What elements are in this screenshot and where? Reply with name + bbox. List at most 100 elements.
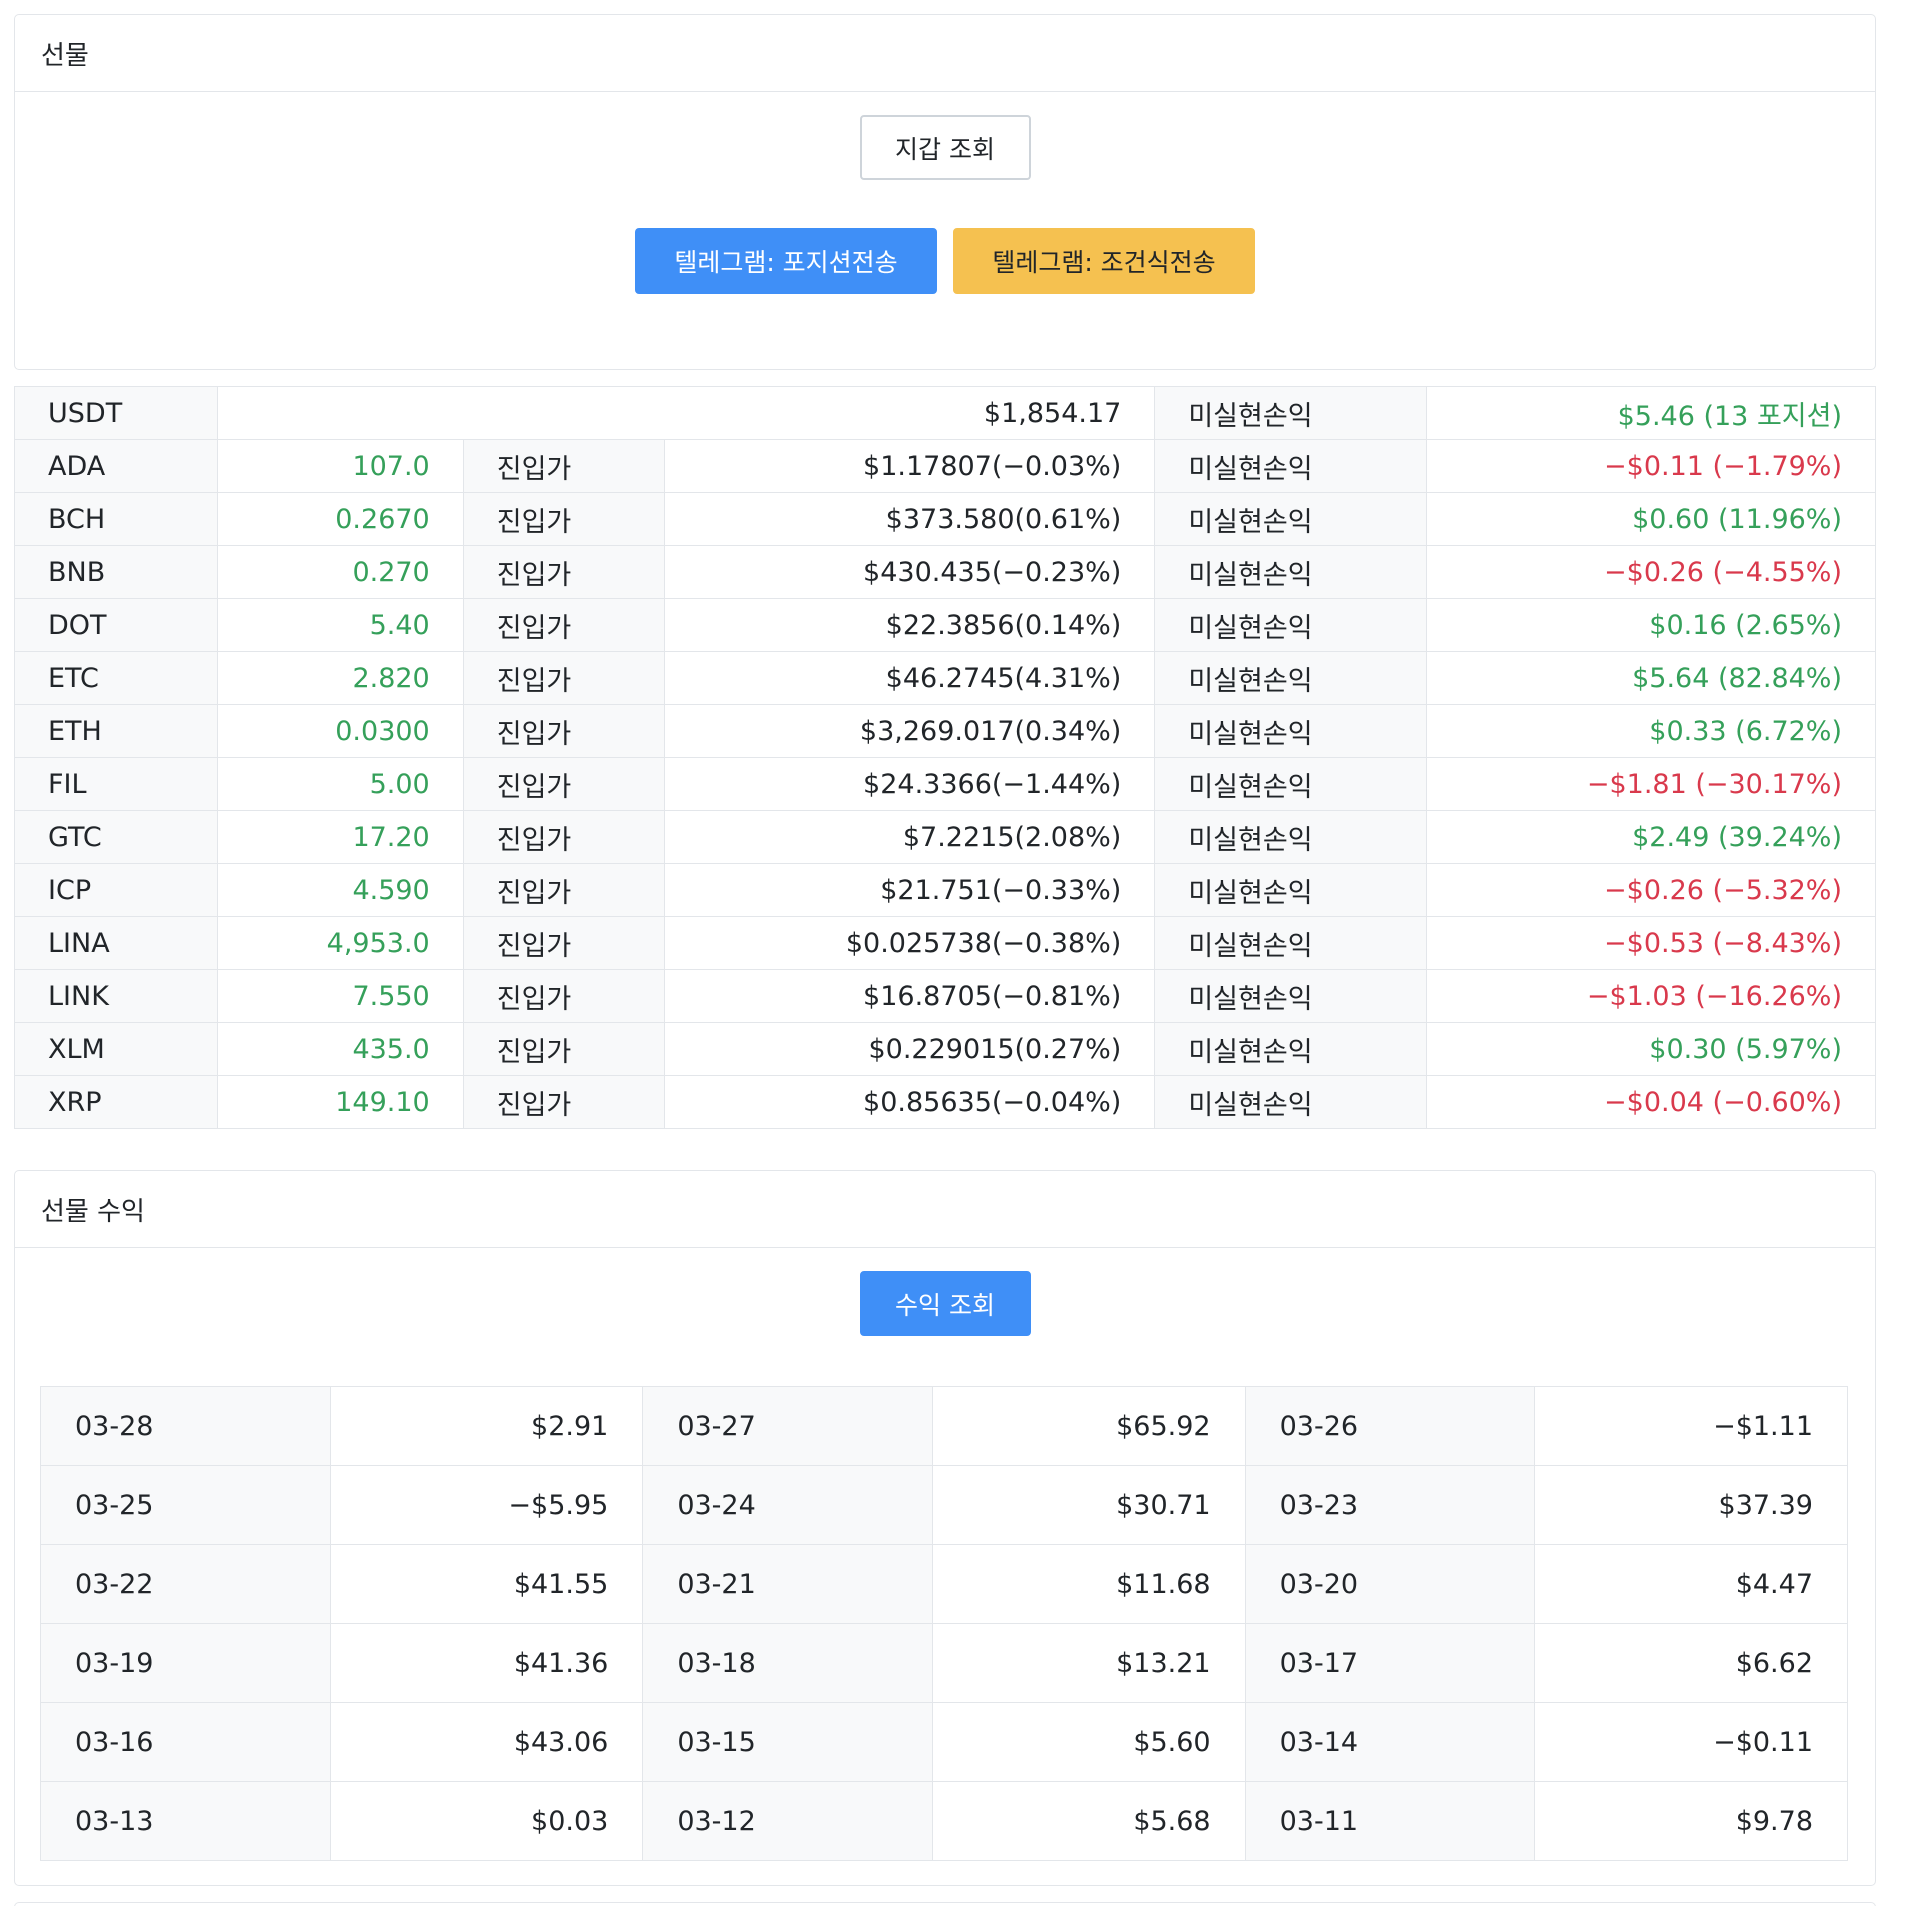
entry-price-label: 진입가: [462, 969, 665, 1023]
profit-date: 03-20: [1244, 1544, 1536, 1624]
profit-date: 03-28: [40, 1386, 331, 1466]
futures-card: 선물 지갑 조회 텔레그램: 포지션전송 텔레그램: 조건식전송: [14, 14, 1876, 370]
unrealized-pnl: −$0.11 (−1.79%): [1426, 439, 1876, 493]
entry-price: $7.2215(2.08%): [663, 810, 1156, 864]
entry-price: $0.025738(−0.38%): [663, 916, 1156, 970]
profit-value: $5.60: [931, 1702, 1246, 1782]
position-row: BNB 0.270 진입가 $430.435(−0.23%) 미실현손익 −$0.26 (…: [14, 545, 1876, 599]
unrealized-pnl-label: 미실현손익: [1154, 1022, 1428, 1076]
position-row: FIL 5.00 진입가 $24.3366(−1.44%) 미실현손익 −$1.81 (−…: [14, 757, 1876, 811]
entry-price-label: 진입가: [462, 916, 665, 970]
position-quantity: 5.40: [216, 598, 464, 652]
profit-value: $41.36: [329, 1623, 644, 1703]
entry-price: $16.8705(−0.81%): [663, 969, 1156, 1023]
profit-date: 03-18: [642, 1623, 933, 1703]
unrealized-pnl: −$0.04 (−0.60%): [1426, 1075, 1876, 1129]
position-symbol: ETH: [14, 704, 218, 758]
position-row: LINK 7.550 진입가 $16.8705(−0.81%) 미실현손익 −$1.03 …: [14, 969, 1876, 1023]
position-quantity: 149.10: [216, 1075, 464, 1129]
position-symbol: DOT: [14, 598, 218, 652]
profit-value: $11.68: [931, 1544, 1246, 1624]
profit-date: 03-19: [40, 1623, 331, 1703]
profit-date: 03-14: [1244, 1702, 1536, 1782]
total-pnl-label: 미실현손익: [1154, 386, 1428, 440]
profit-value: $6.62: [1534, 1623, 1848, 1703]
profit-date: 03-27: [642, 1386, 933, 1466]
unrealized-pnl-label: 미실현손익: [1154, 439, 1428, 493]
position-symbol: XRP: [14, 1075, 218, 1129]
daily-profit-row: 03-16 $43.06 03-15 $5.60 03-14 −$0.11: [40, 1702, 1848, 1782]
profit-value: $0.03: [329, 1781, 644, 1861]
unrealized-pnl-label: 미실현손익: [1154, 916, 1428, 970]
position-symbol: FIL: [14, 757, 218, 811]
position-row: DOT 5.40 진입가 $22.3856(0.14%) 미실현손익 $0.16 (2.6…: [14, 598, 1876, 652]
telegram-send-conditions-button[interactable]: 텔레그램: 조건식전송: [953, 228, 1255, 294]
entry-price: $46.2745(4.31%): [663, 651, 1156, 705]
profit-date: 03-25: [40, 1465, 331, 1545]
next-card: [14, 1902, 1876, 1906]
position-row: LINA 4,953.0 진입가 $0.025738(−0.38%) 미실현손익 −$0.…: [14, 916, 1876, 970]
unrealized-pnl-label: 미실현손익: [1154, 545, 1428, 599]
position-symbol: LINA: [14, 916, 218, 970]
profit-date: 03-11: [1244, 1781, 1536, 1861]
profit-date: 03-26: [1244, 1386, 1536, 1466]
profit-date: 03-21: [642, 1544, 933, 1624]
wallet-query-button[interactable]: 지갑 조회: [859, 115, 1031, 180]
unrealized-pnl-label: 미실현손익: [1154, 704, 1428, 758]
entry-price: $0.229015(0.27%): [663, 1022, 1156, 1076]
position-quantity: 5.00: [216, 757, 464, 811]
entry-price: $3,269.017(0.34%): [663, 704, 1156, 758]
unrealized-pnl-label: 미실현손익: [1154, 969, 1428, 1023]
entry-price: $21.751(−0.33%): [663, 863, 1156, 917]
position-quantity: 17.20: [216, 810, 464, 864]
profit-query-button[interactable]: 수익 조회: [859, 1271, 1031, 1336]
entry-price-label: 진입가: [462, 757, 665, 811]
entry-price: $373.580(0.61%): [663, 492, 1156, 546]
entry-price-label: 진입가: [462, 545, 665, 599]
unrealized-pnl-label: 미실현손익: [1154, 863, 1428, 917]
profit-date: 03-22: [40, 1544, 331, 1624]
entry-price: $1.17807(−0.03%): [663, 439, 1156, 493]
position-quantity: 107.0: [216, 439, 464, 493]
unrealized-pnl: −$1.81 (−30.17%): [1426, 757, 1876, 811]
daily-profit-row: 03-19 $41.36 03-18 $13.21 03-17 $6.62: [40, 1623, 1848, 1703]
daily-profit-row: 03-25 −$5.95 03-24 $30.71 03-23 $37.39: [40, 1465, 1848, 1545]
profit-date: 03-24: [642, 1465, 933, 1545]
entry-price: $430.435(−0.23%): [663, 545, 1156, 599]
entry-price-label: 진입가: [462, 598, 665, 652]
telegram-send-positions-button[interactable]: 텔레그램: 포지션전송: [635, 228, 937, 294]
position-row: ICP 4.590 진입가 $21.751(−0.33%) 미실현손익 −$0.26 (−…: [14, 863, 1876, 917]
profit-date: 03-12: [642, 1781, 933, 1861]
unrealized-pnl: −$0.26 (−5.32%): [1426, 863, 1876, 917]
position-row: GTC 17.20 진입가 $7.2215(2.08%) 미실현손익 $2.49 (39.…: [14, 810, 1876, 864]
position-symbol: ETC: [14, 651, 218, 705]
position-symbol: ICP: [14, 863, 218, 917]
daily-profit-row: 03-22 $41.55 03-21 $11.68 03-20 $4.47: [40, 1544, 1848, 1624]
balance-row: USDT $1,854.17 미실현손익 $5.46 (13 포지션): [14, 386, 1876, 440]
position-symbol: BNB: [14, 545, 218, 599]
position-quantity: 0.2670: [216, 492, 464, 546]
unrealized-pnl: $2.49 (39.24%): [1426, 810, 1876, 864]
profit-date: 03-13: [40, 1781, 331, 1861]
position-quantity: 435.0: [216, 1022, 464, 1076]
daily-profit-table: 03-28 $2.91 03-27 $65.92 03-26 −$1.11 03-25 −$5…: [40, 1386, 1848, 1861]
unrealized-pnl-label: 미실현손익: [1154, 492, 1428, 546]
profit-value: −$5.95: [329, 1465, 644, 1545]
positions-table: USDT $1,854.17 미실현손익 $5.46 (13 포지션) ADA 1…: [14, 386, 1876, 1129]
unrealized-pnl: −$1.03 (−16.26%): [1426, 969, 1876, 1023]
entry-price-label: 진입가: [462, 810, 665, 864]
position-quantity: 7.550: [216, 969, 464, 1023]
profit-value: $2.91: [329, 1386, 644, 1466]
position-row: XRP 149.10 진입가 $0.85635(−0.04%) 미실현손익 −$0.04 …: [14, 1075, 1876, 1129]
entry-price-label: 진입가: [462, 1075, 665, 1129]
entry-price: $0.85635(−0.04%): [663, 1075, 1156, 1129]
position-symbol: ADA: [14, 439, 218, 493]
position-row: BCH 0.2670 진입가 $373.580(0.61%) 미실현손익 $0.60 (1…: [14, 492, 1876, 546]
entry-price-label: 진입가: [462, 863, 665, 917]
entry-price: $22.3856(0.14%): [663, 598, 1156, 652]
unrealized-pnl: $5.64 (82.84%): [1426, 651, 1876, 705]
position-quantity: 0.0300: [216, 704, 464, 758]
entry-price-label: 진입가: [462, 439, 665, 493]
profit-value: $13.21: [931, 1623, 1246, 1703]
profit-value: $43.06: [329, 1702, 644, 1782]
